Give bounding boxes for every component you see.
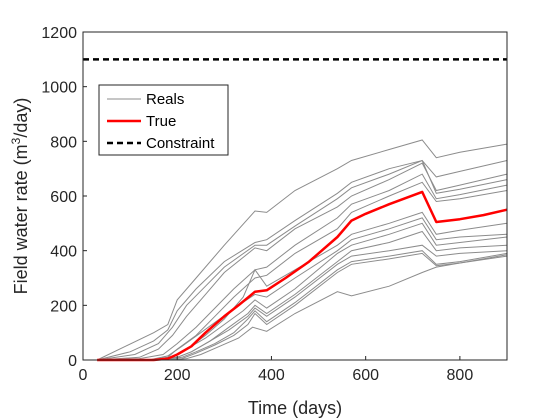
y-tick-label: 200 bbox=[50, 298, 77, 315]
y-axis-title-superscript: 3 bbox=[9, 137, 23, 144]
x-tick-label: 0 bbox=[79, 367, 88, 384]
reals-line-2 bbox=[96, 159, 508, 361]
x-tick-label: 200 bbox=[164, 367, 191, 384]
legend-label-constraint: Constraint bbox=[146, 135, 215, 152]
reals-line-13 bbox=[97, 252, 508, 361]
legend: Reals True Constraint bbox=[98, 84, 229, 156]
legend-label-reals: Reals bbox=[146, 91, 184, 108]
reals-line-1 bbox=[96, 139, 508, 361]
y-axis-title-suffix: /day) bbox=[11, 98, 31, 138]
y-tick-label: 400 bbox=[50, 244, 77, 261]
x-tick-label: 400 bbox=[258, 367, 285, 384]
plot-frame bbox=[82, 31, 508, 361]
reals-line-3 bbox=[97, 162, 508, 361]
y-tick-label: 1000 bbox=[41, 80, 77, 97]
reals-line-5 bbox=[97, 173, 508, 361]
x-tick-label: 600 bbox=[352, 367, 379, 384]
reals-line-10 bbox=[97, 230, 508, 361]
y-tick-label: 1200 bbox=[41, 25, 77, 42]
reals-line-14 bbox=[97, 255, 508, 361]
x-tick-label: 800 bbox=[447, 367, 474, 384]
legend-label-true: True bbox=[146, 113, 176, 130]
reals-line-12 bbox=[97, 250, 508, 361]
reals-line-4 bbox=[97, 159, 508, 361]
y-axis-title: Field water rate (m3/day) bbox=[9, 98, 31, 295]
y-tick-label: 800 bbox=[50, 134, 77, 151]
plot-lines bbox=[83, 58, 508, 362]
y-tick-label: 0 bbox=[68, 353, 77, 370]
y-tick-label: 600 bbox=[50, 189, 77, 206]
axis-ticks: 0 200 400 600 800 0 200 400 600 800 1000 1200 bbox=[41, 25, 473, 384]
reals-line-11 bbox=[97, 244, 508, 361]
y-axis-title-prefix: Field water rate (m bbox=[11, 144, 31, 294]
reals-line-7 bbox=[97, 211, 508, 361]
true-line bbox=[97, 190, 508, 362]
reals-line-6 bbox=[97, 181, 508, 361]
x-axis-title: Time (days) bbox=[248, 398, 342, 418]
reals-line-8 bbox=[97, 217, 508, 361]
